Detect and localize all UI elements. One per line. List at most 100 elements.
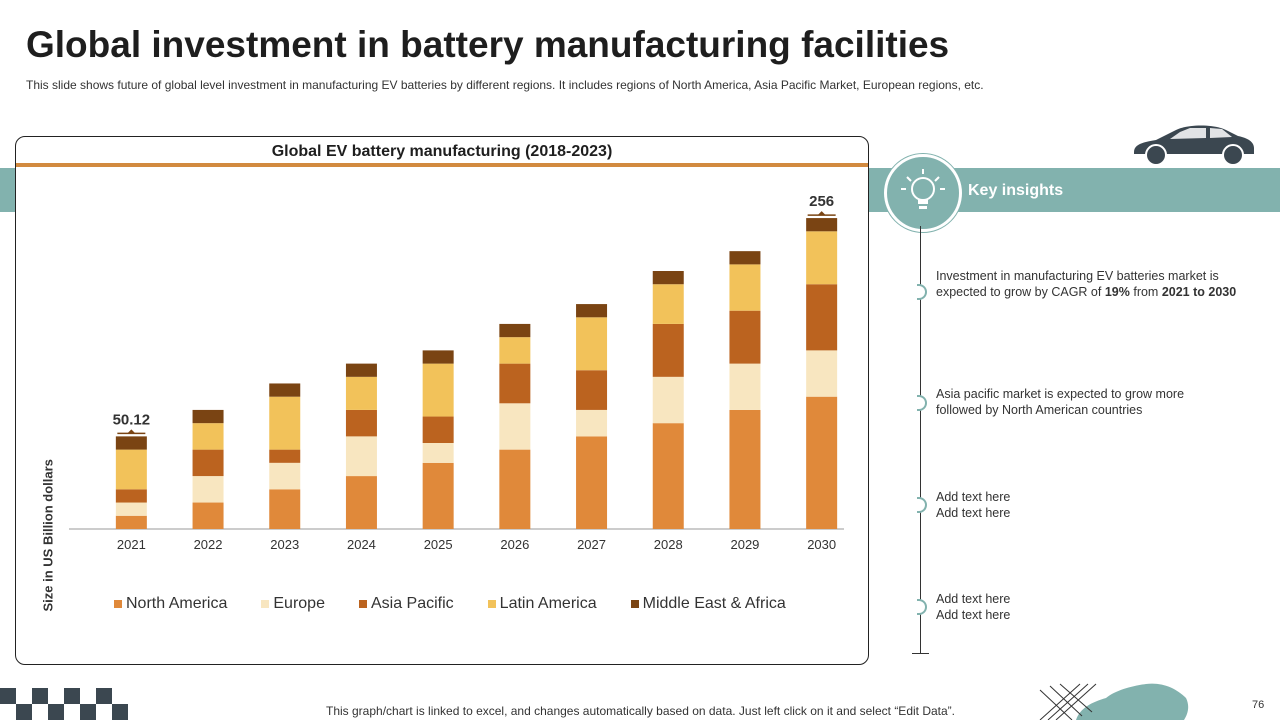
bar-north-america-2023 [269, 489, 301, 529]
bar-latin-america-2030 [806, 231, 838, 285]
bar-europe-2026 [499, 403, 531, 450]
bar-latin-america-2024 [345, 376, 377, 410]
insight-1-text-b: from [1129, 285, 1162, 299]
insight-4-line-2: Add text here [936, 608, 1011, 622]
bar-europe-2022 [192, 476, 224, 503]
bar-europe-2028 [652, 376, 684, 424]
legend-label: Asia Pacific [370, 595, 454, 612]
footer-note: This graph/chart is linked to excel, and… [326, 704, 955, 718]
legend-swatch [487, 600, 496, 608]
bar-middle-east-africa-2025 [422, 350, 454, 364]
page-subtitle: This slide shows future of global level … [26, 78, 984, 92]
bar-asia-pacific-2021 [115, 489, 147, 503]
bar-europe-2027 [576, 409, 608, 437]
insight-3: Add text here Add text here [936, 489, 1256, 521]
x-tick-label: 2023 [270, 537, 299, 552]
bar-middle-east-africa-2027 [576, 304, 608, 318]
bar-north-america-2027 [576, 436, 608, 529]
bar-latin-america-2026 [499, 337, 531, 364]
bar-north-america-2022 [192, 502, 224, 529]
legend-item: Asia Pacific [358, 595, 454, 613]
x-tick-label: 2024 [347, 537, 376, 552]
bar-latin-america-2029 [729, 264, 761, 311]
insight-1-text-a: Investment in manufacturing EV batteries… [936, 269, 1219, 299]
insight-2: Asia pacific market is expected to grow … [936, 387, 1185, 417]
legend-item: Europe [261, 595, 325, 613]
legend-label: North America [126, 595, 228, 612]
bar-europe-2023 [269, 462, 301, 490]
x-tick-label: 2030 [807, 537, 836, 552]
bar-middle-east-africa-2030 [806, 218, 838, 232]
bar-middle-east-africa-2022 [192, 409, 224, 424]
bar-middle-east-africa-2023 [269, 383, 301, 397]
data-label: 50.12 [113, 411, 151, 428]
bar-middle-east-africa-2029 [729, 251, 761, 265]
bar-north-america-2028 [652, 423, 684, 529]
page-number: 76 [1252, 699, 1265, 711]
legend-swatch [358, 600, 367, 608]
timeline-marker [917, 497, 927, 513]
bar-asia-pacific-2027 [576, 370, 608, 410]
legend-item: Middle East & Africa [630, 595, 786, 613]
bar-latin-america-2028 [652, 284, 684, 324]
bar-north-america-2030 [806, 396, 838, 529]
bar-north-america-2025 [422, 462, 454, 529]
bar-europe-2029 [729, 363, 761, 410]
insight-1-period: 2021 to 2030 [1161, 285, 1237, 299]
insight-4: Add text here Add text here [936, 591, 1256, 623]
legend-label: Europe [273, 595, 325, 612]
x-tick-label: 2028 [654, 537, 683, 552]
insight-3-line-1: Add text here [936, 490, 1011, 504]
x-tick-label: 2029 [730, 537, 759, 552]
bar-asia-pacific-2022 [192, 449, 224, 477]
y-axis-label: Size in US Billion dollars [40, 459, 56, 612]
bar-latin-america-2023 [269, 396, 301, 450]
bar-north-america-2026 [499, 449, 531, 529]
chart-svg[interactable]: 2021 2022 2023 2024 2025 2026 2027 2028 2029 2030… [16, 137, 868, 664]
insight-4-line-1: Add text here [936, 592, 1011, 606]
legend-item: Latin America [487, 595, 597, 613]
bar-middle-east-africa-2026 [499, 323, 531, 338]
timeline-marker [917, 599, 927, 615]
data-label-pointer [127, 429, 136, 434]
insights-timeline [920, 226, 921, 654]
insight-1: Investment in manufacturing EV batteries… [936, 268, 1256, 300]
car-icon [1134, 125, 1254, 166]
bar-north-america-2029 [729, 409, 761, 529]
x-tick-label: 2027 [577, 537, 606, 552]
key-insights-title: Key insights [968, 182, 1064, 199]
world-map-decoration [1039, 683, 1189, 720]
bar-latin-america-2022 [192, 423, 224, 450]
bar-north-america-2024 [345, 476, 377, 529]
data-label-pointer [817, 211, 826, 216]
legend-swatch [114, 600, 122, 608]
bar-middle-east-africa-2028 [652, 271, 684, 285]
bar-latin-america-2021 [115, 449, 147, 490]
bar-europe-2025 [422, 443, 454, 463]
bar-asia-pacific-2023 [269, 449, 301, 463]
legend-label: Latin America [499, 595, 597, 612]
bar-asia-pacific-2028 [652, 323, 684, 377]
bar-latin-america-2027 [576, 317, 608, 371]
timeline-end-cap [912, 653, 929, 654]
chart-panel[interactable]: 2021 2022 2023 2024 2025 2026 2027 2028 2029 2030… [15, 136, 869, 665]
bar-europe-2030 [806, 350, 838, 397]
bar-north-america-2021 [115, 515, 147, 529]
bar-europe-2024 [345, 436, 377, 477]
legend-swatch [630, 600, 639, 608]
bar-asia-pacific-2025 [422, 416, 454, 443]
x-tick-label: 2022 [194, 537, 223, 552]
bar-middle-east-africa-2024 [345, 363, 377, 377]
chart-legend: North America Europe Asia Pacific Latin Ame… [114, 595, 786, 613]
legend-label: Middle East & Africa [642, 595, 786, 612]
lightbulb-icon [884, 154, 962, 232]
x-tick-label: 2021 [117, 537, 146, 552]
page-title: Global investment in battery manufacturi… [26, 24, 950, 65]
bar-europe-2021 [115, 502, 147, 516]
legend-swatch [261, 600, 270, 608]
bar-asia-pacific-2029 [729, 310, 761, 364]
insight-1-cagr: 19% [1104, 285, 1130, 299]
timeline-marker [917, 395, 927, 411]
bar-asia-pacific-2024 [345, 409, 377, 437]
timeline-marker [917, 284, 927, 300]
